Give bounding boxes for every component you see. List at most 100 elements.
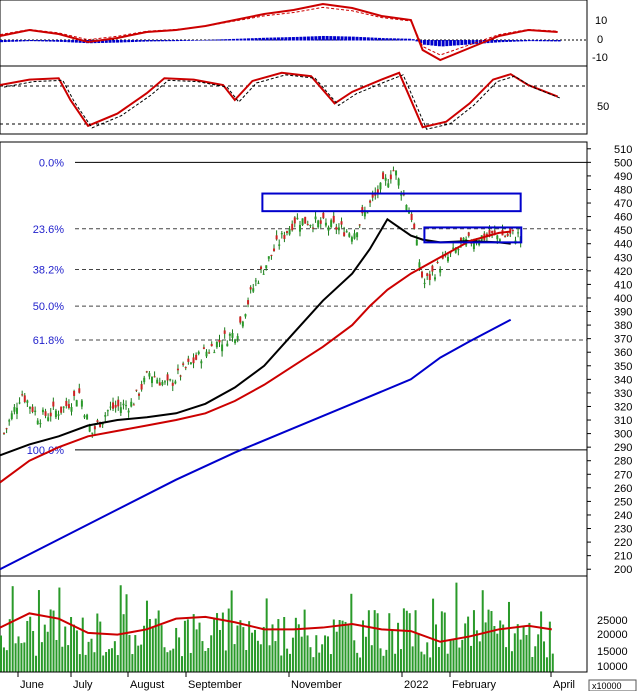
macd-histogram-bar [67, 40, 71, 43]
macd-histogram-bar [235, 38, 239, 41]
candle-body [387, 183, 390, 188]
macd-histogram-bar [209, 39, 213, 41]
macd-histogram-bar [494, 40, 498, 43]
volume-bar [411, 646, 414, 672]
candle-body [52, 401, 55, 407]
volume-bar [399, 649, 402, 672]
volume-bar [160, 625, 163, 672]
macd-histogram-bar [284, 37, 288, 41]
volume-bar [309, 647, 312, 672]
candle-body [119, 407, 122, 413]
volume-bar [341, 620, 344, 672]
volume-bar [154, 618, 157, 672]
macd-histogram-bar [202, 39, 206, 41]
macd-histogram-bar [415, 40, 419, 42]
macd-histogram-bar [37, 40, 41, 42]
macd-histogram-bar [224, 39, 228, 41]
candle-body [73, 390, 76, 396]
macd-histogram-bar [355, 36, 359, 41]
candle-body [343, 232, 346, 237]
candle-body [358, 224, 361, 226]
volume-bar [297, 624, 300, 672]
volume-bar [335, 631, 338, 672]
volume-bar [391, 629, 394, 672]
macd-histogram-bar [557, 40, 561, 42]
candle-body [376, 189, 379, 195]
candle-body [184, 367, 187, 369]
volume-bar [183, 620, 186, 672]
macd-histogram-bar [542, 40, 546, 42]
volume-bar [58, 587, 61, 672]
volume-bar [455, 582, 458, 672]
candle-body [472, 242, 475, 250]
macd-histogram-bar [175, 40, 179, 42]
macd-histogram-bar [145, 40, 149, 42]
candle-body [241, 321, 244, 327]
candle-body [452, 247, 455, 249]
macd-histogram-bar [205, 39, 209, 41]
volume-bar [67, 645, 70, 672]
candle-body [436, 262, 439, 264]
candle-body [285, 231, 288, 233]
price-tick-label: 370 [614, 334, 632, 346]
candle-body [332, 215, 335, 223]
candle-body [83, 415, 86, 418]
candle-body [301, 218, 304, 226]
macd-histogram-bar [276, 37, 280, 41]
volume-bar [148, 618, 151, 672]
candle-body [291, 223, 294, 231]
candle-body [187, 358, 190, 362]
volume-bar [385, 649, 388, 672]
volume-bar [218, 629, 221, 672]
candle-body [215, 341, 218, 348]
candle-body [345, 231, 348, 233]
candle-body [415, 239, 418, 246]
candle-body [431, 265, 434, 272]
candle-body [361, 207, 364, 214]
candle-body [65, 400, 68, 406]
macd-histogram-bar [550, 40, 554, 42]
price-tick-label: 360 [614, 347, 632, 359]
candle-body [428, 274, 431, 280]
candle-body [163, 381, 166, 383]
volume-bar [210, 635, 213, 672]
candle-body [397, 178, 400, 186]
volume-bar [151, 627, 154, 672]
month-label: April [553, 679, 575, 691]
volume-bar [192, 614, 195, 672]
candle-body [369, 200, 372, 203]
candle-body [275, 235, 278, 240]
macd-histogram-bar [430, 40, 434, 46]
volume-bar [300, 636, 303, 672]
volume-bar [359, 657, 362, 672]
volume-bar [318, 652, 321, 672]
volume-bar [522, 625, 525, 672]
macd-histogram-bar [187, 40, 191, 41]
price-tick-label: 380 [614, 320, 632, 332]
candle-body [31, 406, 34, 412]
macd-histogram-bar [321, 35, 325, 41]
macd-histogram-bar [370, 37, 374, 41]
resistance-box [261, 192, 522, 213]
volume-bar [113, 641, 116, 672]
candle-body [192, 357, 195, 364]
volume-bar [487, 609, 490, 672]
volume-bar [502, 624, 505, 672]
price-tick-label: 270 [614, 469, 632, 481]
volume-bar [353, 640, 356, 672]
volume-bar [242, 627, 245, 672]
candle-body [143, 377, 146, 383]
price-tick-label: 200 [614, 564, 632, 576]
volume-bar [289, 653, 292, 672]
month-label: September [188, 679, 242, 691]
volume-unit-label: x10000 [592, 681, 622, 691]
macd-histogram-bar [333, 36, 337, 41]
volume-bar [265, 598, 268, 672]
volume-bar [268, 645, 271, 672]
macd-histogram-bar [123, 40, 127, 43]
volume-bar [435, 624, 438, 672]
macd-histogram-bar [359, 36, 363, 41]
candle-body [112, 402, 115, 409]
ma-black-line [0, 217, 511, 457]
